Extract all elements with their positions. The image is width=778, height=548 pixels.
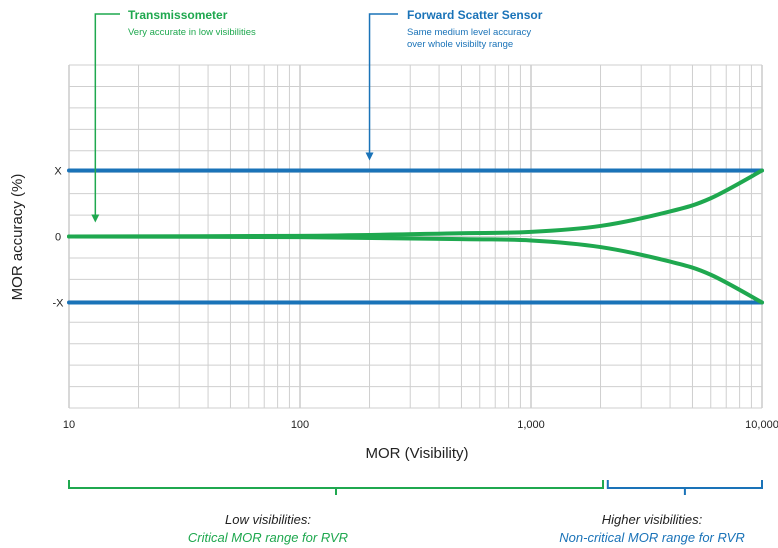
high-visibility-bracket: [606, 480, 763, 495]
high-visibility-title: Higher visibilities:: [602, 512, 703, 527]
x-tick-label: 1,000: [517, 419, 545, 431]
y-tick-label: -X: [53, 297, 65, 309]
forward-scatter-arrow: [368, 13, 398, 154]
transmissometer-upper-curve: [67, 168, 764, 239]
low-visibility-range: Low visibilities: Critical MOR range for…: [68, 480, 605, 545]
low-visibility-subtitle: Critical MOR range for RVR: [188, 530, 348, 545]
high-visibility-subtitle: Non-critical MOR range for RVR: [559, 530, 744, 545]
high-visibility-range: Higher visibilities: Non-critical MOR ra…: [559, 480, 763, 545]
y-tick-label: X: [54, 166, 62, 178]
transmissometer-arrowhead: [91, 214, 100, 223]
forward-scatter-subtitle-line-1: Same medium level accuracy: [407, 27, 531, 38]
y-axis-title: MOR accuracy (%): [9, 174, 26, 301]
x-tick-label: 10,000: [745, 419, 778, 431]
x-tick-label: 100: [291, 419, 309, 431]
transmissometer-annotation: Transmissometer Very accurate in low vis…: [91, 8, 256, 223]
tick-labels: 10 100 1,000 10,000 X 0 -X: [53, 166, 778, 431]
forward-scatter-arrowhead: [365, 152, 374, 161]
low-visibility-title: Low visibilities:: [225, 512, 311, 527]
y-tick-label: 0: [55, 232, 61, 244]
series-group: [67, 168, 764, 305]
transmissometer-lower-curve: [67, 234, 764, 305]
forward-scatter-title: Forward Scatter Sensor: [407, 8, 543, 22]
low-visibility-bracket: [68, 480, 605, 495]
transmissometer-arrow: [94, 13, 120, 216]
transmissometer-title: Transmissometer: [128, 8, 228, 22]
x-axis-title: MOR (Visibility): [365, 445, 468, 462]
transmissometer-subtitle: Very accurate in low visibilities: [128, 27, 256, 38]
forward-scatter-annotation: Forward Scatter Sensor Same medium level…: [365, 8, 543, 161]
x-tick-label: 10: [63, 419, 75, 431]
forward-scatter-subtitle-line-2: over whole visibilty range: [407, 39, 513, 50]
